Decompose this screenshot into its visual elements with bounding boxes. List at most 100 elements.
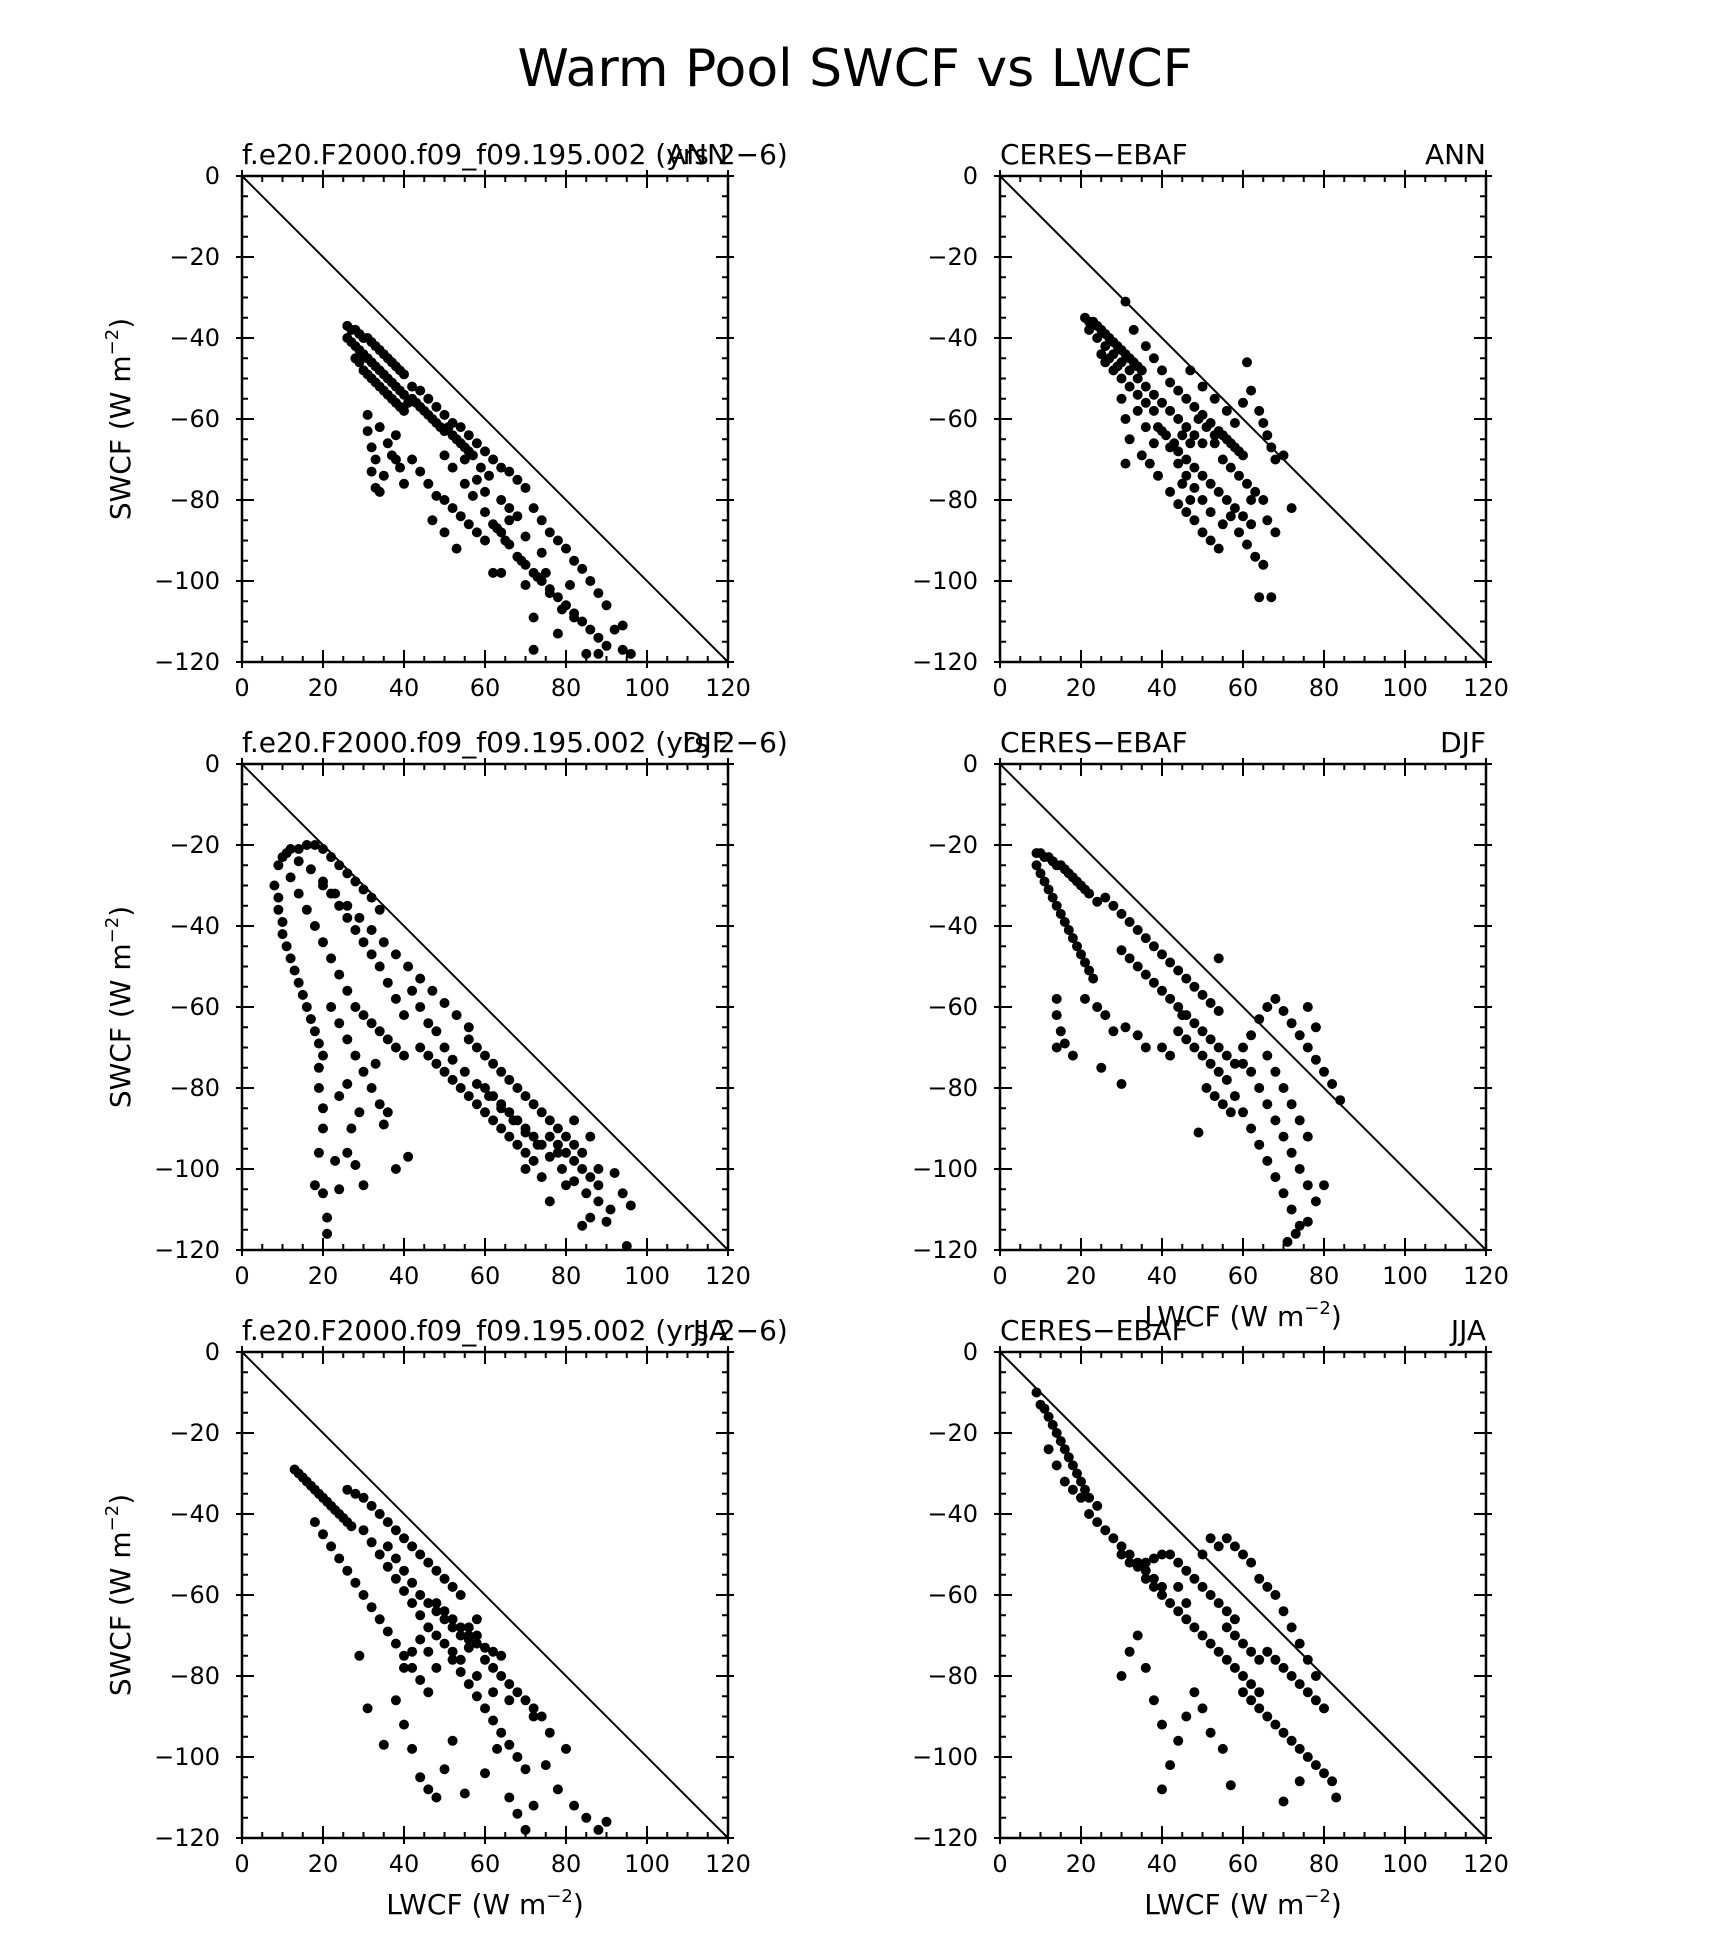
data-point xyxy=(1213,1006,1224,1016)
data-point xyxy=(1278,1188,1289,1199)
data-point xyxy=(293,977,304,988)
scatter-panel-grid: 0 20 40 60 80 100 120 0 −20 −40 −60 −80 −100 −120 f.e2… xyxy=(102,138,1509,1921)
tick-marks xyxy=(236,1346,734,1844)
x-tick-label: 0 xyxy=(234,1262,249,1290)
data-point xyxy=(1225,462,1236,473)
data-point xyxy=(1310,1671,1321,1681)
data-point xyxy=(1072,941,1082,952)
data-point xyxy=(334,900,345,911)
data-point xyxy=(1197,1703,1208,1714)
data-point xyxy=(1213,1042,1224,1053)
data-point xyxy=(342,1034,353,1045)
data-point xyxy=(544,588,555,599)
data-point xyxy=(366,949,377,960)
data-point xyxy=(480,1642,490,1653)
x-tick-label: 0 xyxy=(234,674,249,702)
data-point xyxy=(471,1630,482,1641)
y-tick-label: −60 xyxy=(927,405,978,433)
data-point xyxy=(1302,1687,1313,1698)
data-point xyxy=(374,904,385,915)
one-to-one-line xyxy=(241,175,729,663)
data-point xyxy=(1229,1662,1240,1673)
data-point xyxy=(423,393,434,404)
tick-marks xyxy=(994,1346,1492,1844)
data-point xyxy=(552,535,563,546)
data-point xyxy=(439,1573,450,1584)
x-tick-label: 120 xyxy=(705,1262,751,1290)
data-point xyxy=(370,454,381,465)
data-point xyxy=(415,466,426,477)
one-to-one-line xyxy=(241,763,729,1251)
data-point xyxy=(350,925,361,935)
data-point xyxy=(334,969,345,980)
data-point xyxy=(1201,422,1212,433)
data-point xyxy=(1302,1131,1313,1142)
data-point xyxy=(362,409,373,420)
data-point xyxy=(1104,353,1115,364)
data-point xyxy=(1197,989,1208,1000)
data-point xyxy=(577,1164,588,1174)
data-point xyxy=(423,1784,434,1795)
data-point xyxy=(544,527,555,538)
data-point xyxy=(1140,933,1151,944)
data-point xyxy=(1181,507,1192,518)
data-point xyxy=(1193,1127,1204,1138)
x-tick-label: 40 xyxy=(389,674,420,702)
data-point xyxy=(1254,1654,1265,1665)
data-point xyxy=(1148,438,1159,449)
data-point xyxy=(1140,969,1151,980)
data-point xyxy=(382,1626,393,1637)
data-point xyxy=(431,1792,442,1803)
data-point xyxy=(552,592,563,603)
data-point xyxy=(415,1549,426,1560)
y-axis-label: SWCF (W m−2) xyxy=(102,318,137,520)
data-point xyxy=(334,1184,345,1195)
data-point xyxy=(346,1123,357,1134)
data-point xyxy=(504,1792,515,1803)
x-tick-label: 120 xyxy=(1463,1262,1509,1290)
data-point xyxy=(593,1164,604,1174)
data-point xyxy=(1189,482,1200,493)
y-tick-label: −120 xyxy=(154,1824,220,1852)
data-point xyxy=(439,1066,450,1077)
data-point xyxy=(532,572,543,582)
data-point xyxy=(557,604,567,615)
data-point xyxy=(439,450,450,461)
data-point xyxy=(1116,1541,1127,1552)
y-axis-label: SWCF (W m−2) xyxy=(102,906,137,1108)
data-point xyxy=(1157,1581,1167,1592)
data-point xyxy=(293,856,304,867)
data-point xyxy=(1148,977,1159,988)
x-tick-label: 20 xyxy=(1066,1850,1097,1878)
data-point xyxy=(512,511,523,522)
x-tick-label: 100 xyxy=(1382,1850,1428,1878)
data-point xyxy=(1229,1541,1240,1552)
data-point xyxy=(492,523,503,534)
data-point xyxy=(1221,1606,1232,1617)
data-point xyxy=(617,1188,628,1199)
y-tick-label: −20 xyxy=(169,243,220,271)
y-tick-label: −120 xyxy=(912,1824,978,1852)
data-point xyxy=(1294,1115,1305,1126)
data-point xyxy=(439,409,450,420)
data-point xyxy=(390,993,401,1004)
x-tick-label: 20 xyxy=(308,1262,339,1290)
x-tick-label: 100 xyxy=(624,1262,670,1290)
y-tick-label: 0 xyxy=(205,750,220,778)
data-point xyxy=(1238,1042,1248,1053)
data-point xyxy=(1221,1050,1232,1061)
data-point xyxy=(1294,1030,1305,1041)
data-point xyxy=(451,543,462,554)
data-point xyxy=(605,1204,616,1215)
data-point xyxy=(1067,1050,1078,1061)
data-point xyxy=(1148,1581,1159,1592)
data-point xyxy=(427,985,438,996)
data-point xyxy=(1173,1735,1184,1746)
y-tick-label: 0 xyxy=(963,750,978,778)
data-point xyxy=(459,1066,470,1077)
data-point xyxy=(447,1581,458,1592)
one-to-one-line xyxy=(241,1351,729,1839)
data-point xyxy=(1254,1573,1265,1584)
data-point xyxy=(1213,1066,1224,1077)
data-point xyxy=(1286,1622,1297,1633)
